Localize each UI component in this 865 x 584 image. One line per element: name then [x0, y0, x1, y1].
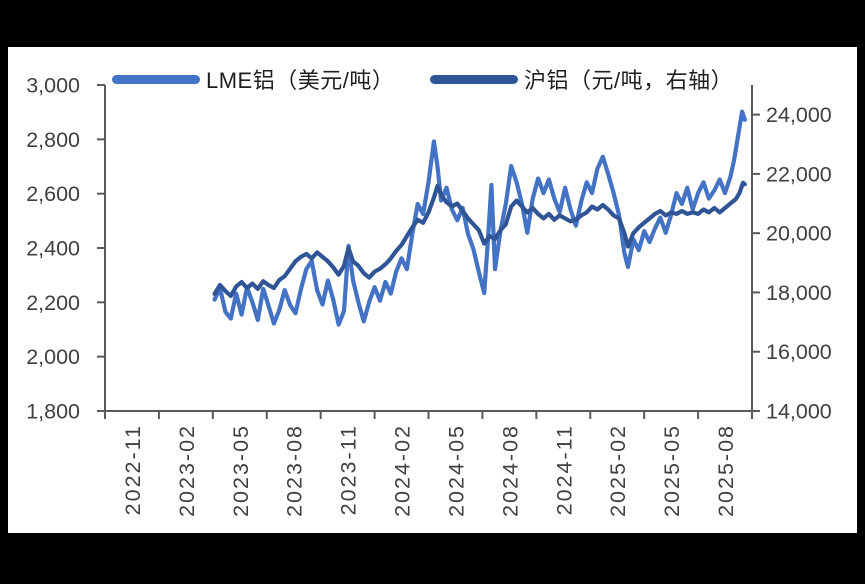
x-tick-label: 2024-02 — [391, 424, 415, 517]
x-tick-label: 2024-08 — [498, 424, 522, 517]
legend-item-shfe: 沪铝（元/吨，右轴） — [430, 64, 733, 94]
y-left-tick-label: 2,000 — [26, 345, 80, 369]
lme-line-swatch — [112, 74, 200, 84]
series-line-shfe-aluminum — [212, 180, 747, 299]
y-right-tick-label: 24,000 — [766, 103, 832, 127]
legend-label-shfe: 沪铝（元/吨，右轴） — [524, 68, 734, 93]
y-left-tick-label: 2,800 — [26, 128, 80, 152]
x-tick-label: 2023-11 — [337, 424, 361, 515]
black-border-bottom — [0, 533, 865, 584]
x-tick-label: 2023-08 — [283, 424, 307, 517]
y-left-tick-label: 2,400 — [26, 237, 80, 261]
y-left-tick-label: 2,600 — [26, 182, 80, 206]
y-left-tick-label: 3,000 — [26, 74, 80, 98]
series-line-lme-aluminum — [212, 109, 747, 327]
x-tick-label: 2024-05 — [445, 424, 469, 517]
y-right-tick-label: 14,000 — [766, 400, 832, 424]
y-right-tick-label: 16,000 — [766, 340, 832, 364]
shfe-line-swatch — [430, 74, 518, 84]
y-left-tick-label: 2,200 — [26, 291, 80, 315]
x-tick-label: 2025-08 — [714, 424, 738, 517]
y-right-tick-label: 22,000 — [766, 162, 832, 186]
black-border-left — [0, 0, 8, 584]
y-left-tick-label: 1,800 — [26, 400, 80, 424]
x-tick-label: 2025-02 — [606, 424, 630, 517]
y-right-tick-label: 20,000 — [766, 222, 832, 246]
x-tick-label: 2023-05 — [229, 424, 253, 517]
black-border-right — [857, 0, 865, 584]
x-tick-label: 2023-02 — [175, 424, 199, 517]
x-tick-label: 2022-11 — [121, 424, 145, 515]
legend-label-lme: LME铝（美元/吨） — [206, 68, 395, 93]
black-border-top — [0, 0, 865, 47]
x-tick-label: 2025-05 — [660, 424, 684, 517]
x-tick-label: 2024-11 — [552, 424, 576, 515]
legend-item-lme: LME铝（美元/吨） — [112, 64, 394, 94]
y-right-tick-label: 18,000 — [766, 281, 832, 305]
